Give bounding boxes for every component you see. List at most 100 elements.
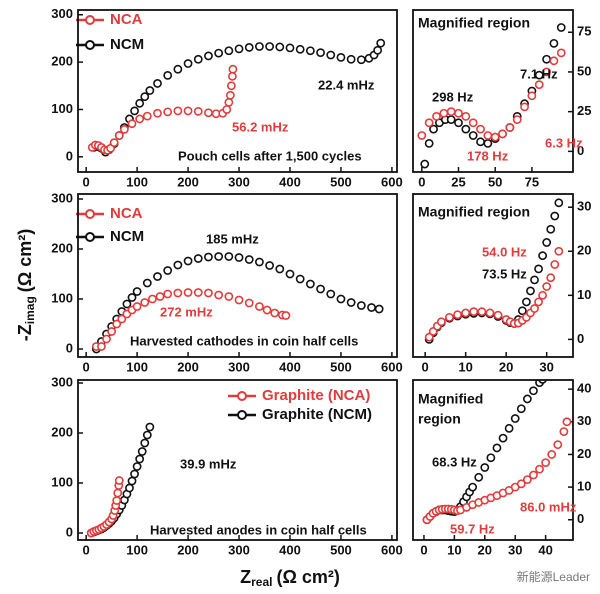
legend-label: Graphite (NCA) — [262, 387, 370, 404]
data-point — [445, 312, 454, 322]
data-point — [554, 198, 564, 208]
data-point — [183, 59, 193, 68]
data-point — [113, 488, 123, 498]
data-point — [527, 91, 537, 101]
y-tick-label: 30 — [577, 199, 591, 214]
data-point — [468, 482, 478, 492]
y-tick-label: 0 — [66, 524, 73, 539]
y-tick-label: 20 — [577, 243, 591, 258]
data-point — [504, 423, 514, 433]
data-point — [474, 472, 484, 482]
data-point — [336, 294, 346, 304]
data-point — [356, 301, 366, 310]
data-point — [234, 44, 244, 54]
data-point — [147, 294, 157, 304]
x-tick-label: 100 — [126, 359, 148, 374]
data-point — [295, 44, 305, 54]
data-point — [255, 257, 264, 267]
data-point — [153, 108, 162, 118]
data-point — [204, 108, 213, 118]
data-point — [498, 433, 508, 443]
annotation: 6.3 Hz — [545, 135, 583, 150]
x-tick-label: 400 — [279, 174, 301, 189]
data-point — [454, 118, 463, 128]
data-point — [137, 447, 147, 456]
y-tick-label: 25 — [577, 103, 591, 118]
data-point — [346, 54, 356, 64]
data-point — [562, 417, 572, 427]
data-point — [550, 211, 560, 221]
legend-label: Graphite (NCM) — [262, 406, 372, 423]
data-point — [305, 46, 315, 56]
data-point — [163, 266, 173, 275]
data-point — [173, 288, 183, 298]
data-point — [446, 107, 456, 117]
data-point — [214, 290, 224, 300]
data-point — [516, 404, 526, 414]
data-point — [183, 106, 193, 116]
y-tick-label: 100 — [51, 474, 73, 489]
x-tick-label: 30 — [539, 359, 553, 374]
data-point — [153, 272, 162, 281]
legend-marker — [85, 209, 95, 219]
data-point — [373, 45, 383, 55]
annotation: Harvested cathodes in coin half cells — [130, 333, 358, 348]
plot-frame — [77, 379, 398, 541]
data-point — [530, 304, 539, 313]
x-tick-label: 20 — [499, 359, 513, 374]
data-point — [477, 307, 487, 317]
data-point — [173, 260, 183, 270]
data-point — [183, 288, 193, 297]
annotation: 59.7 Hz — [450, 521, 495, 536]
annotation: 86.0 mHz — [520, 499, 577, 514]
data-point — [468, 118, 478, 128]
annotation: 56.2 mHz — [232, 119, 289, 134]
y-axis-label: -Zimag (Ω cm²) — [15, 229, 37, 341]
x-tick-label: 10 — [458, 359, 472, 374]
annotation: 39.9 mHz — [180, 456, 237, 471]
data-point — [145, 422, 155, 432]
y-tick-label: 0 — [577, 331, 584, 346]
data-point — [135, 114, 145, 124]
plot-area — [87, 38, 386, 157]
y-tick-label: 0 — [577, 143, 584, 158]
data-point — [476, 124, 485, 134]
data-point — [498, 129, 507, 139]
data-point — [130, 469, 139, 479]
x-tick-label: 100 — [126, 174, 148, 189]
plot-frame — [412, 379, 574, 541]
data-point — [130, 106, 139, 116]
data-point — [512, 115, 522, 124]
x-tick-label: 200 — [177, 174, 199, 189]
data-point — [163, 289, 173, 299]
data-point — [204, 51, 213, 61]
legend-label: NCA — [110, 205, 143, 222]
data-point — [155, 292, 165, 301]
x-tick-label: 0 — [83, 359, 90, 374]
data-point — [193, 106, 203, 116]
x-tick-label: 0 — [418, 174, 425, 189]
data-point — [193, 54, 203, 64]
data-point — [468, 131, 478, 140]
data-point — [204, 288, 213, 298]
data-point — [102, 334, 111, 344]
data-point — [505, 123, 515, 132]
data-point — [542, 67, 551, 77]
data-point — [522, 297, 531, 307]
data-point — [516, 479, 526, 489]
data-point — [224, 46, 234, 56]
legend-marker — [85, 15, 95, 25]
plot-area — [422, 380, 572, 525]
data-point — [226, 81, 236, 91]
data-point — [140, 92, 150, 102]
data-point — [132, 287, 142, 296]
x-label-sub: real — [251, 575, 272, 589]
data-point — [367, 303, 376, 312]
data-point — [135, 98, 145, 108]
panel-title: Magnified region — [418, 204, 530, 220]
legend-label: NCA — [110, 11, 143, 28]
data-point — [490, 132, 500, 142]
data-point — [424, 332, 434, 342]
panel-title: region — [418, 411, 461, 427]
data-point — [453, 310, 462, 320]
